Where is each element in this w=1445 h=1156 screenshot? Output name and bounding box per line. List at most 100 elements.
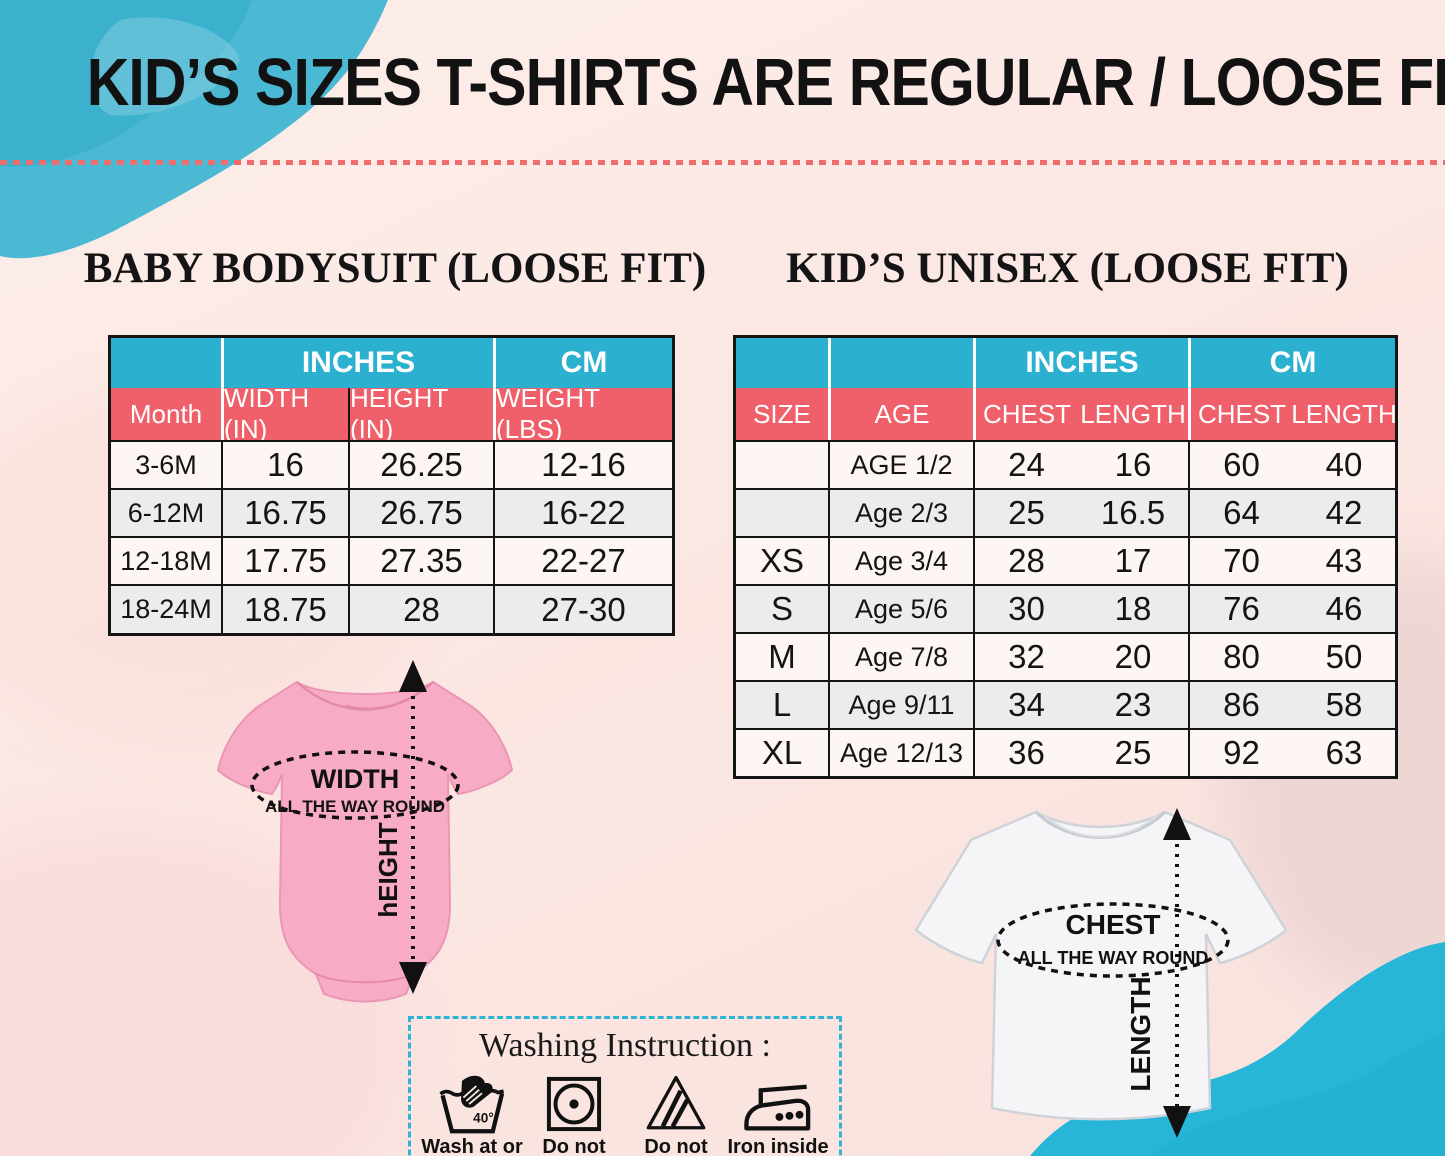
kids-unisex-size-table: INCHES CM SIZE AGE CHEST LENGTH CHEST LE… xyxy=(733,335,1398,779)
table-cell: 25 xyxy=(973,488,1078,536)
washing-item-wash-40: 40° Wash at or below 40° xyxy=(421,1071,523,1156)
chest-measurement-ellipse: CHEST ALL THE WAY ROUND xyxy=(996,902,1230,978)
red-dashed-divider xyxy=(0,160,1445,165)
table-cell: L xyxy=(736,680,828,728)
all-the-way-round-label: ALL THE WAY ROUND xyxy=(1018,948,1209,968)
wash-temp-label: 40° xyxy=(473,1111,494,1126)
height-label: hEIGHT xyxy=(373,822,403,917)
baby-table-corner-cell xyxy=(111,338,221,388)
table-cell: 27-30 xyxy=(493,584,672,633)
all-the-way-round-label: ALL THE WAY ROUND xyxy=(265,797,445,816)
table-cell: 12-16 xyxy=(493,440,672,488)
arrow-down-icon xyxy=(399,962,427,994)
arrow-down-icon xyxy=(1163,1106,1191,1138)
baby-col-month: Month xyxy=(111,388,221,440)
page-title: KID’S SIZES T-SHIRTS ARE REGULAR / LOOSE… xyxy=(86,45,1445,120)
table-cell xyxy=(736,488,828,536)
table-cell: 36 xyxy=(973,728,1078,776)
no-bleach-icon xyxy=(646,1075,706,1130)
table-cell: 18.75 xyxy=(221,584,348,633)
kids-tshirt-diagram: CHEST ALL THE WAY ROUND LENGTH xyxy=(914,808,1288,1138)
table-cell: 43 xyxy=(1293,536,1395,584)
table-cell: 20 xyxy=(1078,632,1188,680)
table-cell: 12-18M xyxy=(111,536,221,584)
bodysuit-image xyxy=(216,680,514,1003)
tshirt-image xyxy=(914,810,1288,1121)
kids-col-length-in: LENGTH xyxy=(1078,388,1188,440)
width-label: WIDTH xyxy=(311,764,399,794)
table-cell: 23 xyxy=(1078,680,1188,728)
table-cell: 76 xyxy=(1188,584,1293,632)
table-cell: 92 xyxy=(1188,728,1293,776)
table-cell: 40 xyxy=(1293,440,1395,488)
kids-unisex-heading: KID’S UNISEX (LOOSE FIT) xyxy=(786,245,1349,292)
washing-item-iron-low: Iron inside out Low Temp. xyxy=(727,1071,829,1156)
table-cell: Age 3/4 xyxy=(828,536,973,584)
washing-instruction-box: Washing Instruction : 40° Wash at or bel… xyxy=(408,1016,842,1156)
table-cell: 16-22 xyxy=(493,488,672,536)
washing-caption: Do not use bleach. xyxy=(644,1136,708,1156)
table-cell: Age 9/11 xyxy=(828,680,973,728)
washing-caption: Wash at or below 40° xyxy=(421,1136,523,1156)
table-cell: 25 xyxy=(1078,728,1188,776)
table-cell: Age 12/13 xyxy=(828,728,973,776)
washing-caption: Do not tumble dry xyxy=(542,1136,606,1156)
table-cell: 28 xyxy=(348,584,493,633)
baby-col-weight: WEIGHT (LBS) xyxy=(493,383,672,444)
table-cell: 64 xyxy=(1188,488,1293,536)
table-cell: 16.5 xyxy=(1078,488,1188,536)
table-cell: 50 xyxy=(1293,632,1395,680)
kids-col-chest-cm: CHEST xyxy=(1188,388,1293,440)
table-cell: 16.75 xyxy=(221,488,348,536)
kids-col-chest-in: CHEST xyxy=(973,388,1078,440)
table-cell: 18 xyxy=(1078,584,1188,632)
width-measurement-ellipse: WIDTH ALL THE WAY ROUND xyxy=(250,750,460,820)
table-cell: 58 xyxy=(1293,680,1395,728)
table-cell: 27.35 xyxy=(348,536,493,584)
teal-watercolor-blob-top-left xyxy=(0,0,388,259)
table-cell: 3-6M xyxy=(111,440,221,488)
table-cell xyxy=(736,440,828,488)
table-cell: 16 xyxy=(1078,440,1188,488)
table-cell: 22-27 xyxy=(493,536,672,584)
arrow-up-icon xyxy=(1163,808,1191,840)
table-cell: 18-24M xyxy=(111,584,221,633)
no-tumble-dry-icon xyxy=(546,1076,602,1132)
table-cell: XS xyxy=(736,536,828,584)
baby-col-width: WIDTH (IN) xyxy=(221,383,348,444)
wash-40-icon: 40° xyxy=(439,1075,505,1134)
arrow-up-icon xyxy=(399,660,427,692)
baby-bodysuit-diagram: WIDTH ALL THE WAY ROUND hEIGHT xyxy=(216,660,514,1003)
table-cell: 80 xyxy=(1188,632,1293,680)
table-cell: 70 xyxy=(1188,536,1293,584)
washing-item-no-tumble: Do not tumble dry xyxy=(523,1071,625,1156)
kids-table-inches-header: INCHES xyxy=(973,338,1188,388)
table-cell: 28 xyxy=(973,536,1078,584)
washing-icons-row: 40° Wash at or below 40° Do not tumble d… xyxy=(411,1065,839,1156)
kids-col-size: SIZE xyxy=(736,388,828,440)
table-cell: 26.75 xyxy=(348,488,493,536)
length-measurement-arrow: LENGTH xyxy=(1125,808,1191,1138)
table-cell: S xyxy=(736,584,828,632)
table-cell: 63 xyxy=(1293,728,1395,776)
kids-col-length-cm: LENGTH xyxy=(1291,388,1397,440)
kids-table-corner-cell xyxy=(736,338,828,388)
table-cell: 32 xyxy=(973,632,1078,680)
baby-bodysuit-heading: BABY BODYSUIT (LOOSE FIT) xyxy=(83,245,707,292)
table-cell: 26.25 xyxy=(348,440,493,488)
washing-instruction-title: Washing Instruction : xyxy=(479,1027,771,1064)
table-cell: 30 xyxy=(973,584,1078,632)
washing-caption: Iron inside out Low Temp. xyxy=(727,1136,829,1156)
table-cell: AGE 1/2 xyxy=(828,440,973,488)
chest-label: CHEST xyxy=(1066,909,1161,940)
iron-low-temp-icon xyxy=(744,1084,811,1131)
height-measurement-arrow: hEIGHT xyxy=(373,660,427,994)
kids-table-age-blank-cell xyxy=(828,338,973,388)
table-cell: Age 2/3 xyxy=(828,488,973,536)
table-cell: 46 xyxy=(1293,584,1395,632)
table-cell: 6-12M xyxy=(111,488,221,536)
table-cell: 16 xyxy=(221,440,348,488)
kids-table-cm-header: CM xyxy=(1188,338,1395,388)
baby-bodysuit-size-table: INCHES CM Month WIDTH (IN) HEIGHT (IN) W… xyxy=(108,335,675,636)
